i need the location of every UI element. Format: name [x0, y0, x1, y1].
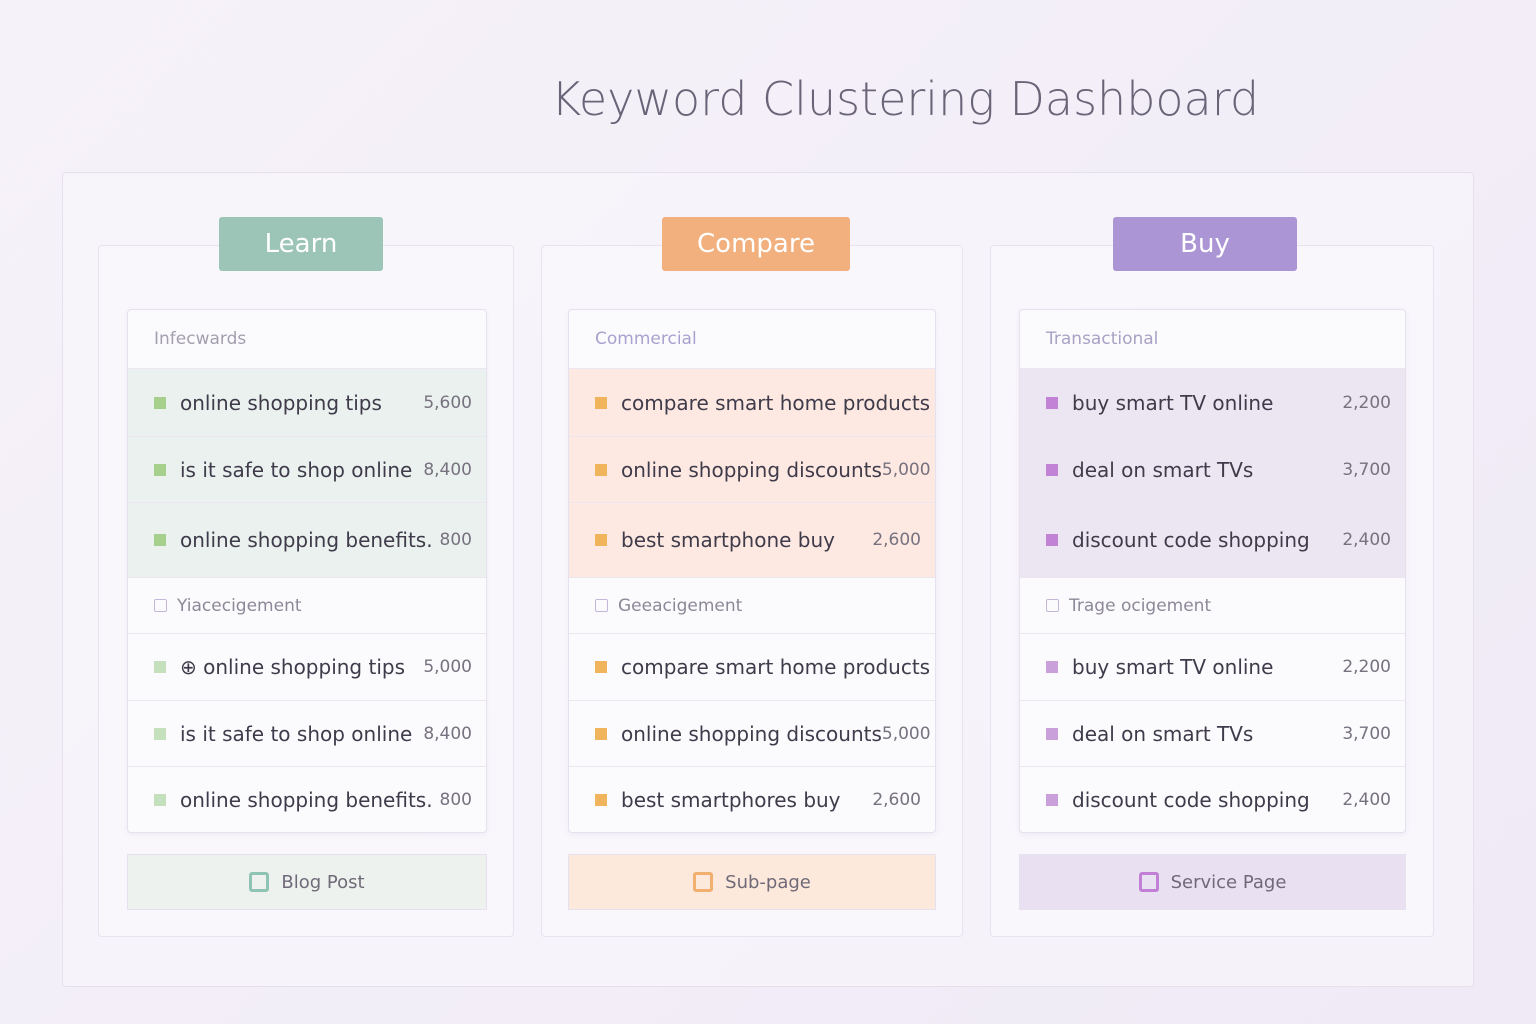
- page-type-label: Sub-page: [725, 871, 811, 893]
- subheading-row: Trage ocigement: [1020, 578, 1405, 634]
- keyword-row: compare smart home products: [569, 369, 935, 437]
- subheading-icon: [1046, 599, 1059, 612]
- bullet: [154, 463, 166, 476]
- keyword-card: Commercial compare smart home products onl…: [568, 309, 936, 833]
- search-volume: 8,400: [423, 459, 472, 480]
- bullet: [154, 727, 166, 740]
- keyword: buy smart TV online: [1072, 390, 1274, 415]
- search-volume: 2,400: [1342, 790, 1391, 810]
- keyword-row: buy smart TV online 2,200: [1020, 369, 1405, 437]
- page-type-label: Blog Post: [281, 871, 365, 893]
- keyword-row: deal on smart TVs 3,700: [1020, 437, 1405, 503]
- search-volume: 5,600: [423, 392, 472, 413]
- keyword: online shopping tips: [180, 390, 382, 415]
- keyword-row: online shopping benefits. 800: [128, 767, 486, 832]
- keyword-row: best smartphores buy 2,600: [569, 767, 935, 832]
- page-type: Sub-page: [568, 854, 936, 910]
- subheading: Geeacigement: [618, 595, 743, 616]
- keyword: best smartphores buy: [621, 788, 841, 812]
- category-header: Commercial: [569, 310, 935, 369]
- page-type: Service Page: [1019, 854, 1406, 910]
- keyword: online shopping benefits.: [180, 788, 433, 812]
- bullet: [154, 534, 166, 546]
- subheading-icon: [154, 599, 167, 612]
- bullet: [595, 661, 607, 673]
- search-volume: 5,000: [423, 657, 472, 677]
- bullet: [595, 463, 607, 476]
- page-type-label: Service Page: [1170, 871, 1287, 893]
- keyword: discount code shopping: [1072, 788, 1310, 812]
- keyword-row: online shopping discounts 5,000: [569, 701, 935, 767]
- keyword-row: online shopping tips 5,600: [128, 369, 486, 437]
- search-volume: 2,200: [1342, 657, 1391, 677]
- keyword-row: is it safe to shop online 8,400: [128, 701, 486, 767]
- keyword-row: buy smart TV online 2,200: [1020, 634, 1405, 701]
- keyword: compare smart home products: [621, 390, 931, 415]
- bullet: [154, 794, 166, 806]
- search-volume: 2,200: [1342, 392, 1391, 413]
- keyword: deal on smart TVs: [1072, 721, 1254, 746]
- bullet: [595, 727, 607, 740]
- bullet: [1046, 396, 1058, 409]
- bullet: [595, 396, 607, 409]
- keyword: online shopping benefits.: [180, 528, 433, 552]
- keyword-card: Infecwards online shopping tips 5,600 is it…: [127, 309, 487, 833]
- column-tag: Buy: [1113, 217, 1297, 271]
- search-volume: 3,700: [1342, 723, 1391, 744]
- keyword-row: deal on smart TVs 3,700: [1020, 701, 1405, 767]
- keyword-row: compare smart home products: [569, 634, 935, 701]
- search-volume: 2,400: [1342, 530, 1391, 550]
- subheading: Trage ocigement: [1069, 595, 1212, 616]
- search-volume: 5,000: [881, 459, 931, 480]
- page-type: Blog Post: [127, 854, 487, 910]
- page-type-icon: [249, 872, 270, 892]
- keyword: discount code shopping: [1072, 528, 1310, 552]
- keyword: buy smart TV online: [1072, 655, 1274, 679]
- keyword-row: best smartphone buy 2,600: [569, 503, 935, 578]
- bullet: [595, 794, 607, 806]
- subheading-row: Geeacigement: [569, 578, 935, 634]
- keyword: compare smart home products: [621, 655, 931, 679]
- keyword-card: Transactional buy smart TV online 2,200 dea…: [1019, 309, 1406, 833]
- keyword-row: discount code shopping 2,400: [1020, 767, 1405, 832]
- keyword: is it safe to shop online: [180, 721, 413, 746]
- keyword-row: is it safe to shop online 8,400: [128, 437, 486, 503]
- bullet: [1046, 794, 1058, 806]
- keyword: deal on smart TVs: [1072, 457, 1254, 482]
- search-volume: 3,700: [1342, 459, 1391, 480]
- bullet: [154, 396, 166, 409]
- keyword-row: ⊕ online shopping tips 5,000: [128, 634, 486, 701]
- keyword: online shopping discounts: [621, 457, 882, 482]
- search-volume: 2,600: [872, 790, 921, 810]
- search-volume: 800: [439, 530, 472, 550]
- keyword: online shopping discounts: [621, 721, 882, 746]
- search-volume: 8,400: [423, 723, 472, 744]
- bullet: [1046, 727, 1058, 740]
- keyword: is it safe to shop online: [180, 457, 413, 482]
- keyword-row: discount code shopping 2,400: [1020, 503, 1405, 578]
- dashboard-title: Keyword Clustering Dashboard: [550, 72, 1260, 126]
- page-type-icon: [693, 872, 714, 892]
- bullet: [1046, 661, 1058, 673]
- category-header: Transactional: [1020, 310, 1405, 369]
- search-volume: 2,600: [872, 530, 921, 550]
- category-header: Infecwards: [128, 310, 486, 369]
- column-tag: Learn: [219, 217, 383, 271]
- keyword-row: online shopping benefits. 800: [128, 503, 486, 578]
- subheading-row: Yiacecigement: [128, 578, 486, 634]
- keyword-row: online shopping discounts 5,000: [569, 437, 935, 503]
- bullet: [595, 534, 607, 546]
- column-tag: Compare: [662, 217, 850, 271]
- bullet: [1046, 534, 1058, 546]
- search-volume: 800: [439, 790, 472, 810]
- subheading: Yiacecigement: [177, 595, 302, 616]
- keyword: best smartphone buy: [621, 528, 835, 552]
- page-type-icon: [1138, 872, 1159, 892]
- bullet: [1046, 463, 1058, 476]
- subheading-icon: [595, 599, 608, 612]
- search-volume: 5,000: [881, 723, 931, 744]
- keyword: ⊕ online shopping tips: [180, 655, 405, 679]
- bullet: [154, 661, 166, 673]
